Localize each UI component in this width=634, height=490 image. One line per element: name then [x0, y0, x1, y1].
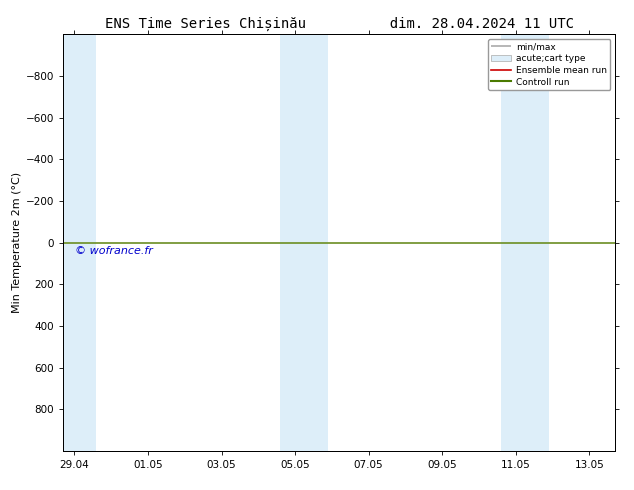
Bar — [63, 34, 96, 451]
Bar — [501, 34, 549, 451]
Title: ENS Time Series Chișinău          dim. 28.04.2024 11 UTC: ENS Time Series Chișinău dim. 28.04.2024… — [105, 16, 574, 30]
Text: © wofrance.fr: © wofrance.fr — [75, 246, 153, 256]
Y-axis label: Min Temperature 2m (°C): Min Temperature 2m (°C) — [12, 172, 22, 313]
Bar — [280, 34, 328, 451]
Legend: min/max, acute;cart type, Ensemble mean run, Controll run: min/max, acute;cart type, Ensemble mean … — [488, 39, 611, 90]
